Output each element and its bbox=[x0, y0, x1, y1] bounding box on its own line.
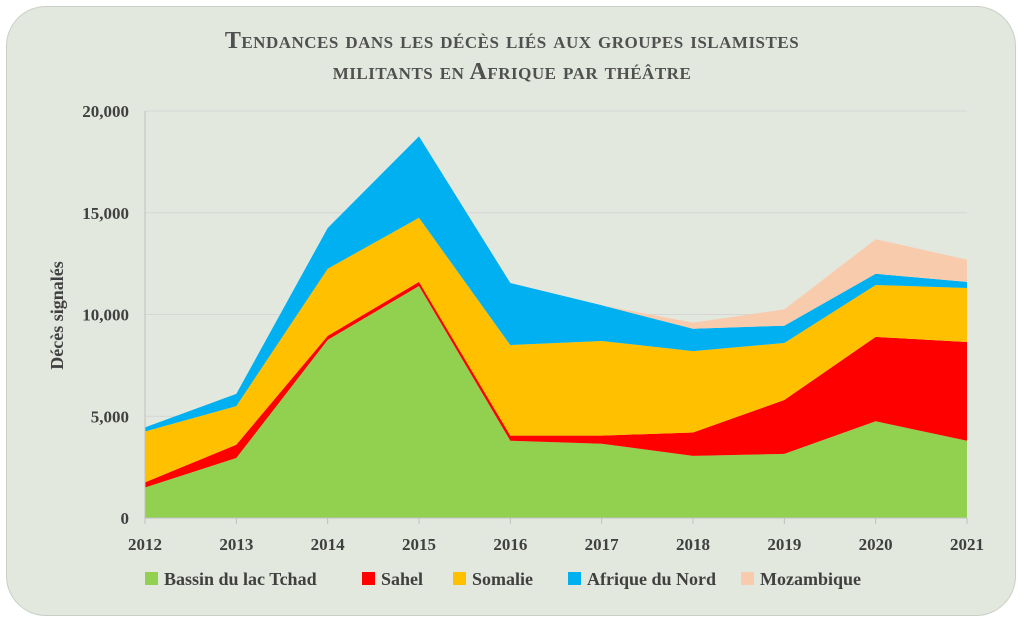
area-series-2 bbox=[145, 217, 967, 483]
legend-label-0: Bassin du lac Tchad bbox=[164, 569, 317, 589]
legend-swatch-2 bbox=[453, 572, 466, 585]
chart-title-line-2: militants en Afrique par théâtre bbox=[332, 59, 692, 85]
chart-title: Tendances dans les décès liés aux groupe… bbox=[0, 26, 1024, 88]
y-tick-label-4: 20,000 bbox=[82, 102, 129, 121]
area-series-1 bbox=[145, 281, 967, 488]
legend-label-1: Sahel bbox=[381, 569, 423, 589]
y-tick-label-0: 0 bbox=[121, 509, 130, 528]
y-tick-label-2: 10,000 bbox=[82, 306, 129, 325]
x-tick-label-2021: 2021 bbox=[950, 535, 984, 554]
legend-label-3: Afrique du Nord bbox=[587, 569, 716, 589]
y-tick-label-3: 15,000 bbox=[82, 204, 129, 223]
x-tick-label-2020: 2020 bbox=[859, 535, 893, 554]
x-tick-label-2017: 2017 bbox=[585, 535, 620, 554]
x-tick-label-2018: 2018 bbox=[676, 535, 710, 554]
chart-title-line-1: Tendances dans les décès liés aux groupe… bbox=[224, 28, 800, 54]
x-tick-label-2013: 2013 bbox=[219, 535, 253, 554]
legend-swatch-3 bbox=[568, 572, 581, 585]
y-axis-label: Décès signalés bbox=[47, 261, 67, 369]
x-tick-label-2016: 2016 bbox=[493, 535, 527, 554]
area-series-0 bbox=[145, 286, 967, 518]
x-tick-label-2019: 2019 bbox=[767, 535, 801, 554]
legend-swatch-1 bbox=[362, 572, 375, 585]
x-tick-label-2012: 2012 bbox=[128, 535, 162, 554]
x-tick-label-2014: 2014 bbox=[311, 535, 346, 554]
legend-swatch-4 bbox=[741, 572, 754, 585]
y-tick-label-1: 5,000 bbox=[91, 407, 129, 426]
x-tick-label-2015: 2015 bbox=[402, 535, 436, 554]
legend-swatch-0 bbox=[145, 572, 158, 585]
area-series-3 bbox=[145, 136, 967, 432]
legend-label-4: Mozambique bbox=[760, 569, 861, 589]
legend-label-2: Somalie bbox=[472, 569, 533, 589]
